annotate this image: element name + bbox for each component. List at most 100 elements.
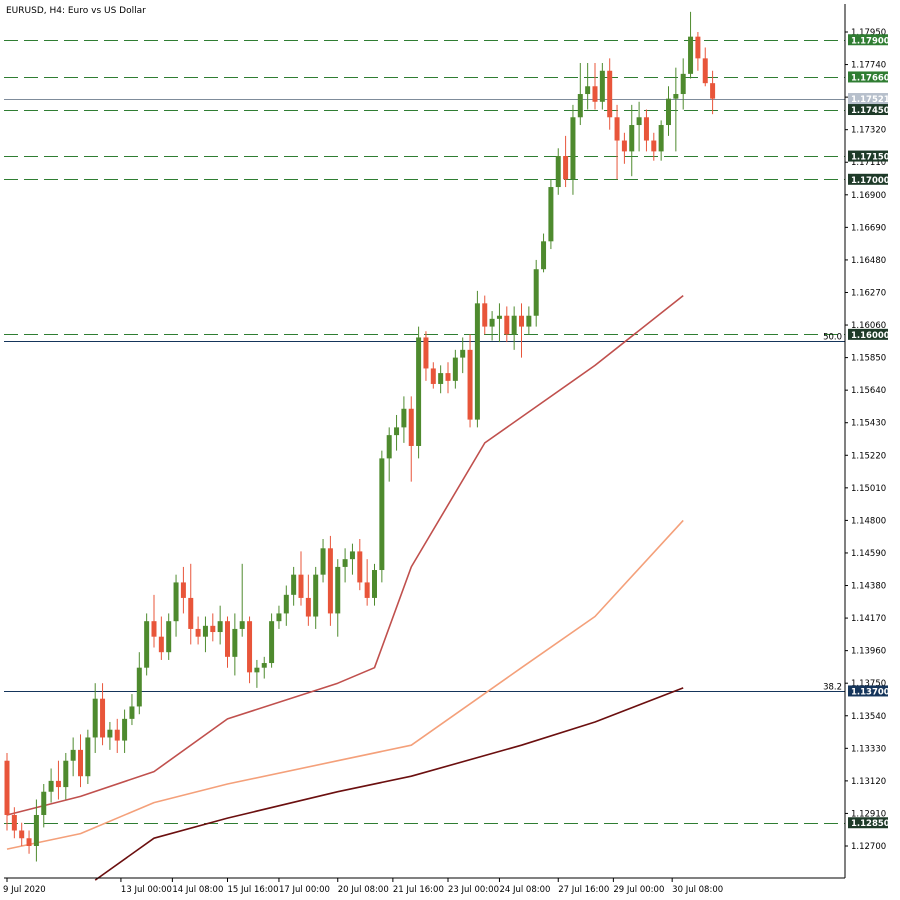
candle-body-37 (276, 613, 282, 622)
candle-body-92 (680, 73, 686, 95)
candle-body-47 (349, 551, 355, 560)
level-tag-1-bg (848, 71, 888, 83)
time-tick-label-3: 15 Jul 16:00 (228, 885, 279, 895)
candle-body-4 (33, 814, 39, 846)
candle-body-54 (401, 408, 407, 428)
candle-body-5 (41, 791, 47, 815)
level-tag-1-text: 1.17660 (851, 73, 890, 83)
price-tick-label-25: 1.12700 (851, 842, 886, 852)
moving-average-1 (6, 519, 684, 850)
candle-body-51 (379, 458, 385, 571)
current-price-tag-text: 1.17521 (851, 95, 890, 105)
candle-body-38 (283, 594, 289, 614)
time-tick-label-0: 9 Jul 2020 (3, 885, 46, 895)
candle-body-30 (225, 621, 230, 657)
candle-body-22 (166, 621, 172, 653)
price-tick-label-5: 1.16900 (851, 191, 886, 201)
candle-body-2 (19, 830, 25, 839)
candle-body-41 (305, 597, 311, 617)
candle-body-11 (85, 737, 91, 777)
candle-body-62 (460, 349, 466, 358)
price-tick-label-11: 1.15640 (851, 386, 886, 396)
candle-body-86 (636, 117, 642, 126)
candle-body-27 (202, 625, 208, 637)
candle-body-77 (570, 117, 576, 180)
candle-body-73 (541, 241, 547, 270)
candle-body-68 (504, 315, 510, 335)
candle-body-46 (342, 559, 348, 567)
candle-body-40 (298, 574, 304, 598)
level-tag-0-text: 1.17900 (851, 36, 890, 46)
moving-averages (6, 294, 684, 881)
candle-body-61 (452, 357, 458, 381)
candle-body-0 (4, 760, 10, 815)
candle-body-16 (122, 718, 128, 741)
candle-body-81 (599, 70, 605, 102)
candle-body-36 (269, 621, 275, 664)
current-price-tag-bg (848, 93, 888, 105)
candle-body-79 (585, 86, 591, 95)
candle-body-50 (372, 570, 377, 598)
candle-body-71 (526, 315, 532, 327)
candle-body-14 (107, 729, 113, 738)
candle-body-82 (607, 70, 613, 118)
candle-body-75 (555, 156, 561, 188)
candle-body-94 (695, 36, 701, 59)
candle-body-84 (621, 140, 627, 152)
price-tick-label-22: 1.13330 (851, 744, 886, 754)
price-tick-label-4: 1.17110 (851, 158, 886, 168)
candle-body-19 (144, 621, 150, 668)
moving-average-0 (6, 294, 684, 816)
price-tick-label-9: 1.16060 (851, 321, 886, 331)
time-tick-label-8: 24 Jul 08:00 (499, 885, 550, 895)
candle-body-74 (548, 187, 554, 242)
fib-label-0: 50.0 (823, 333, 842, 343)
candle-body-87 (643, 117, 649, 141)
candle-body-60 (445, 373, 451, 381)
candle-body-83 (614, 117, 620, 141)
level-tag-0-bg (848, 34, 888, 46)
candle-body-88 (651, 140, 657, 152)
moving-average-2 (94, 687, 684, 881)
level-tag-3-text: 1.17150 (851, 153, 890, 163)
candle-body-78 (577, 94, 583, 118)
time-tick-label-10: 29 Jul 00:00 (613, 885, 664, 895)
candle-body-12 (92, 698, 98, 738)
time-tick-label-9: 27 Jul 16:00 (558, 885, 609, 895)
price-tick-label-18: 1.14170 (851, 614, 886, 624)
candle-body-42 (313, 574, 319, 617)
candle-body-59 (438, 373, 444, 384)
level-tag-6-text: 1.12850 (851, 819, 890, 829)
level-tag-2-text: 1.17450 (851, 106, 890, 116)
candle-body-45 (335, 566, 341, 614)
candle-body-34 (254, 667, 260, 673)
time-tick-label-5: 20 Jul 08:00 (338, 885, 389, 895)
candle-body-33 (247, 621, 253, 673)
price-tick-label-1: 1.17740 (851, 61, 886, 71)
price-tick-label-14: 1.15010 (851, 484, 886, 494)
price-tick-label-3: 1.17320 (851, 126, 886, 136)
level-tag-5-bg (848, 328, 888, 340)
candle-body-67 (496, 315, 502, 319)
price-tick-label-24: 1.12910 (851, 809, 886, 819)
candle-body-23 (173, 582, 179, 622)
level-tag-6-bg (848, 817, 888, 829)
candle-body-52 (386, 435, 392, 459)
candles (4, 11, 716, 862)
candle-body-57 (423, 337, 429, 369)
price-tick-label-19: 1.13960 (851, 647, 886, 657)
price-tick-label-6: 1.16690 (851, 223, 886, 233)
candle-body-26 (195, 628, 201, 637)
price-tick-label-7: 1.16480 (851, 256, 886, 266)
candle-body-8 (63, 760, 69, 788)
price-tick-label-15: 1.14800 (851, 516, 886, 526)
candle-body-24 (180, 582, 186, 598)
candle-body-43 (320, 548, 326, 575)
level-tag-4-bg (848, 173, 888, 185)
candle-body-93 (688, 36, 694, 74)
price-tick-label-8: 1.16270 (851, 288, 886, 298)
candle-body-70 (519, 315, 524, 327)
level-tag-2-bg (848, 104, 888, 116)
candle-body-31 (232, 628, 238, 657)
